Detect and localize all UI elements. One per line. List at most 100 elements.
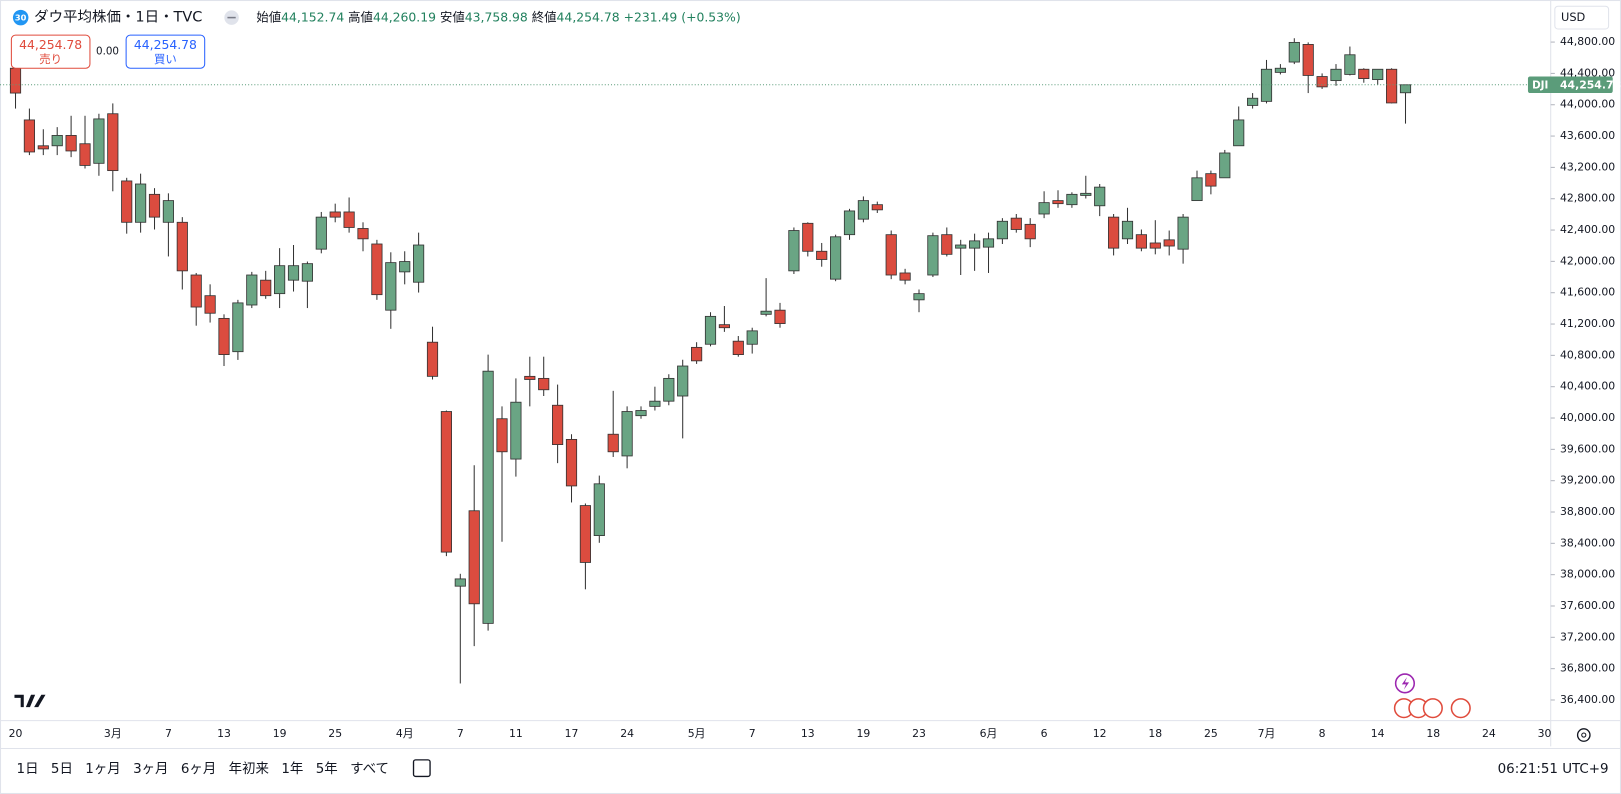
- currency-button[interactable]: [1554, 5, 1610, 30]
- x-tick-label: 24: [1482, 727, 1496, 740]
- candle-body: [802, 222, 814, 252]
- clock: 06:21:51 UTC+9: [1498, 762, 1609, 777]
- candle-body: [746, 330, 758, 345]
- candle-body: [1302, 44, 1314, 76]
- x-tick-label: 19: [856, 727, 870, 740]
- range-button[interactable]: 3ヶ月: [133, 762, 168, 777]
- settings-button[interactable]: [1576, 728, 1591, 742]
- event-flag[interactable]: [1422, 698, 1443, 719]
- buy-button[interactable]: [125, 34, 206, 69]
- y-tick-label: 42,800.00: [1560, 192, 1615, 205]
- date-range-button[interactable]: [412, 759, 431, 778]
- y-tick-label: 41,600.00: [1560, 286, 1615, 299]
- candle-body: [135, 183, 147, 223]
- candle-body: [1386, 68, 1398, 104]
- candle-body: [593, 483, 605, 536]
- settings-dot: [1581, 732, 1587, 738]
- candle-body: [343, 211, 355, 228]
- sell-price: 44,254.78: [19, 37, 82, 52]
- candle-body: [1080, 192, 1092, 196]
- candle-body: [413, 244, 425, 283]
- candle-body: [732, 340, 744, 355]
- y-tick-label: 44,400.00: [1560, 66, 1615, 79]
- candle-body: [677, 365, 689, 397]
- candle-body: [718, 324, 730, 329]
- candle-body: [37, 145, 49, 150]
- candle-body: [1316, 76, 1328, 88]
- x-tick-label: 18: [1426, 727, 1440, 740]
- candle-body: [9, 67, 22, 94]
- candle-body: [1052, 200, 1064, 205]
- range-button[interactable]: 5年: [316, 761, 338, 777]
- range-button[interactable]: 年初来: [229, 761, 269, 777]
- ohlc-legend: 始値44,152.74 高値44,260.19 安値43,758.98 終値44…: [256, 9, 740, 24]
- candle-body: [927, 235, 939, 276]
- candle-body: [260, 279, 272, 297]
- range-button[interactable]: 6ヶ月: [181, 762, 216, 777]
- y-tick-label: 38,000.00: [1560, 568, 1615, 581]
- candle-body: [1010, 217, 1022, 230]
- candle-body: [301, 263, 313, 282]
- candle-body: [830, 236, 842, 280]
- range-button[interactable]: 1年: [281, 761, 303, 777]
- x-tick-label: 25: [328, 727, 342, 740]
- y-tick-label: 40,000.00: [1560, 411, 1615, 424]
- range-button[interactable]: 5日: [51, 762, 73, 777]
- candle-body: [1344, 54, 1356, 75]
- candle-body: [621, 411, 633, 457]
- change-value: +231.49 (+0.53%): [624, 9, 741, 24]
- range-button[interactable]: すべて: [350, 761, 389, 777]
- sell-button[interactable]: [10, 34, 91, 69]
- candle-body: [1024, 223, 1036, 240]
- low-value: 43,758.98: [465, 9, 528, 24]
- symbol-badge[interactable]: [12, 9, 29, 26]
- candle-body: [663, 377, 675, 402]
- candle-body: [1191, 177, 1203, 202]
- x-tick-label: 30: [1538, 727, 1552, 740]
- candle-body: [579, 505, 591, 563]
- candle-body: [871, 204, 883, 211]
- candle-body: [969, 240, 981, 249]
- candle-body: [913, 293, 925, 301]
- x-tick-label: 5月: [688, 727, 706, 740]
- y-tick-label: 40,800.00: [1560, 348, 1615, 361]
- y-tick-label: 36,800.00: [1560, 662, 1615, 675]
- range-button[interactable]: 1ヶ月: [85, 762, 120, 777]
- plot: 36,400.00 36,800.00 37,200.00 37,600.00 38,0…: [0, 35, 1621, 740]
- candle-body: [426, 341, 439, 377]
- y-tick-label: 39,200.00: [1560, 474, 1615, 487]
- buy-label: 買い: [154, 52, 177, 66]
- x-tick-label: 6月: [980, 727, 998, 740]
- candle-body: [399, 261, 411, 273]
- x-tick-label: 13: [217, 727, 231, 740]
- candle-body: [635, 410, 647, 417]
- buy-price: 44,254.78: [134, 37, 197, 52]
- candle-body: [1094, 186, 1106, 207]
- x-tick-label: 17: [565, 727, 579, 740]
- x-tick-label: 7: [165, 727, 172, 740]
- y-tick-label: 43,200.00: [1560, 160, 1615, 173]
- candle-body: [482, 370, 494, 624]
- symbol-title[interactable]: ダウ平均株価・1日・TVC: [34, 9, 202, 26]
- candle-body: [1121, 220, 1134, 240]
- candle-body: [885, 234, 897, 276]
- x-tick-label: 8: [1319, 727, 1326, 740]
- candle-body: [816, 250, 828, 260]
- candle-body: [996, 220, 1008, 240]
- x-tick-label: 24: [620, 727, 634, 740]
- badge-text: 30: [15, 13, 27, 23]
- y-tick-label: 41,200.00: [1560, 317, 1615, 330]
- candle-body: [552, 404, 564, 445]
- last-price-tag: [1527, 76, 1613, 94]
- range-button[interactable]: 1日: [17, 762, 39, 777]
- candle-body: [1274, 67, 1286, 73]
- candle-body: [538, 377, 550, 391]
- event-flag[interactable]: [1450, 698, 1471, 719]
- x-tick-label: 7: [749, 727, 756, 740]
- close-value: 44,254.78: [557, 9, 620, 24]
- candle-body: [93, 118, 105, 164]
- y-tick-label: 43,600.00: [1560, 129, 1615, 142]
- x-tick-label: 20: [9, 727, 23, 740]
- candle-body: [385, 262, 397, 311]
- candle-body: [857, 200, 869, 220]
